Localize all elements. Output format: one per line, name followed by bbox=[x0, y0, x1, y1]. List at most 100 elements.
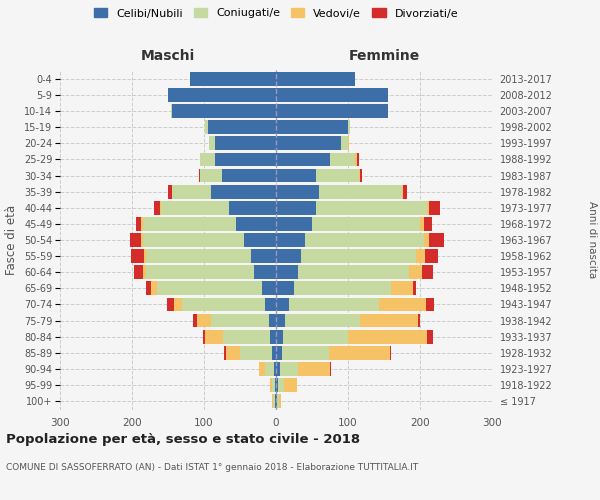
Bar bbox=[275, 394, 276, 408]
Bar bbox=[200, 168, 222, 182]
Bar bbox=[265, 298, 276, 312]
Bar bbox=[425, 250, 438, 263]
Bar bbox=[276, 362, 280, 376]
Bar bbox=[140, 233, 143, 247]
Text: Maschi: Maschi bbox=[141, 48, 195, 62]
Bar bbox=[276, 282, 294, 295]
Bar bbox=[272, 346, 276, 360]
Bar bbox=[226, 346, 240, 360]
Bar bbox=[131, 250, 143, 263]
Bar bbox=[276, 136, 341, 150]
Bar bbox=[143, 266, 146, 279]
Bar bbox=[402, 185, 403, 198]
Bar bbox=[199, 168, 200, 182]
Bar bbox=[172, 104, 276, 118]
Text: Anni di nascita: Anni di nascita bbox=[587, 202, 597, 278]
Bar bbox=[224, 346, 226, 360]
Bar bbox=[276, 88, 388, 102]
Bar bbox=[265, 362, 274, 376]
Bar bbox=[360, 314, 418, 328]
Bar bbox=[329, 346, 390, 360]
Bar bbox=[348, 136, 349, 150]
Bar bbox=[190, 72, 276, 86]
Bar bbox=[269, 378, 272, 392]
Bar bbox=[262, 282, 276, 295]
Bar bbox=[422, 266, 433, 279]
Bar bbox=[279, 394, 281, 408]
Bar bbox=[379, 298, 426, 312]
Text: Femmine: Femmine bbox=[349, 48, 419, 62]
Bar bbox=[276, 266, 298, 279]
Bar bbox=[277, 394, 279, 408]
Bar bbox=[283, 330, 348, 344]
Bar bbox=[305, 233, 424, 247]
Bar bbox=[254, 266, 276, 279]
Bar bbox=[276, 152, 330, 166]
Bar bbox=[276, 250, 301, 263]
Y-axis label: Fasce di età: Fasce di età bbox=[5, 205, 19, 275]
Bar bbox=[171, 104, 172, 118]
Bar bbox=[143, 233, 244, 247]
Bar bbox=[223, 330, 270, 344]
Bar bbox=[298, 362, 330, 376]
Bar bbox=[259, 362, 265, 376]
Bar bbox=[269, 314, 276, 328]
Bar bbox=[272, 394, 273, 408]
Bar bbox=[208, 120, 276, 134]
Bar bbox=[278, 378, 284, 392]
Bar bbox=[272, 378, 275, 392]
Bar bbox=[146, 266, 254, 279]
Bar bbox=[276, 120, 348, 134]
Bar bbox=[157, 282, 262, 295]
Bar bbox=[390, 346, 391, 360]
Bar bbox=[276, 168, 316, 182]
Bar bbox=[430, 233, 444, 247]
Bar bbox=[424, 233, 430, 247]
Bar bbox=[143, 217, 236, 230]
Bar bbox=[276, 298, 289, 312]
Bar bbox=[280, 362, 298, 376]
Bar bbox=[276, 201, 316, 214]
Bar bbox=[168, 88, 276, 102]
Bar bbox=[161, 201, 229, 214]
Legend: Celibi/Nubili, Coniugati/e, Vedovi/e, Divorziati/e: Celibi/Nubili, Coniugati/e, Vedovi/e, Di… bbox=[94, 8, 458, 18]
Bar bbox=[356, 152, 359, 166]
Bar bbox=[211, 185, 276, 198]
Bar bbox=[316, 201, 427, 214]
Bar bbox=[348, 120, 350, 134]
Bar bbox=[273, 394, 275, 408]
Bar bbox=[236, 217, 276, 230]
Bar bbox=[276, 104, 388, 118]
Bar bbox=[229, 201, 276, 214]
Bar bbox=[430, 201, 440, 214]
Bar bbox=[294, 282, 391, 295]
Bar bbox=[251, 250, 276, 263]
Bar bbox=[284, 314, 360, 328]
Bar bbox=[276, 330, 283, 344]
Bar bbox=[167, 298, 174, 312]
Bar bbox=[143, 250, 146, 263]
Bar bbox=[209, 136, 215, 150]
Bar bbox=[427, 201, 430, 214]
Bar bbox=[348, 330, 427, 344]
Bar bbox=[174, 298, 182, 312]
Bar bbox=[172, 185, 211, 198]
Bar bbox=[215, 152, 276, 166]
Bar bbox=[244, 233, 276, 247]
Bar bbox=[154, 201, 160, 214]
Bar bbox=[182, 298, 265, 312]
Bar bbox=[270, 330, 276, 344]
Bar bbox=[134, 266, 143, 279]
Bar bbox=[316, 168, 359, 182]
Bar bbox=[168, 185, 172, 198]
Bar bbox=[416, 250, 425, 263]
Bar bbox=[301, 250, 416, 263]
Bar bbox=[197, 314, 211, 328]
Bar bbox=[205, 330, 223, 344]
Bar bbox=[136, 217, 142, 230]
Bar bbox=[276, 346, 282, 360]
Bar bbox=[426, 298, 434, 312]
Bar bbox=[205, 120, 208, 134]
Bar bbox=[312, 217, 420, 230]
Bar bbox=[200, 152, 215, 166]
